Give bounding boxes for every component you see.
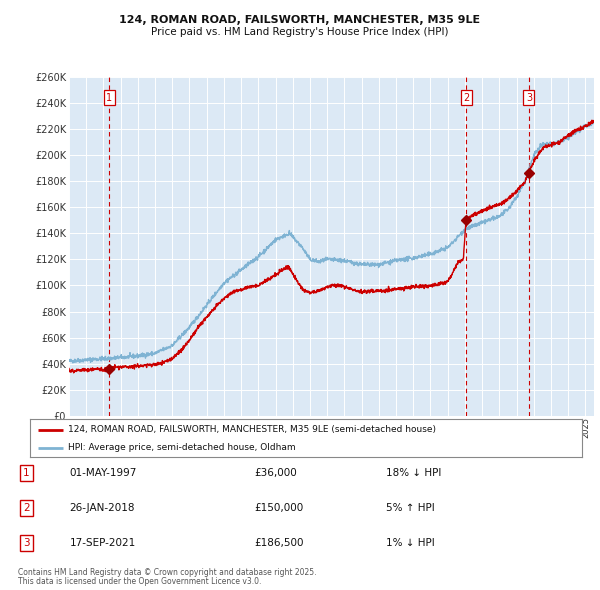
Text: £186,500: £186,500 xyxy=(254,538,304,548)
Text: 1% ↓ HPI: 1% ↓ HPI xyxy=(386,538,435,548)
Text: £36,000: £36,000 xyxy=(254,468,296,477)
Text: 01-MAY-1997: 01-MAY-1997 xyxy=(70,468,137,477)
Text: £150,000: £150,000 xyxy=(254,503,303,513)
Text: 26-JAN-2018: 26-JAN-2018 xyxy=(70,503,135,513)
Text: Price paid vs. HM Land Registry's House Price Index (HPI): Price paid vs. HM Land Registry's House … xyxy=(151,27,449,37)
Text: This data is licensed under the Open Government Licence v3.0.: This data is licensed under the Open Gov… xyxy=(18,577,262,586)
Text: 2: 2 xyxy=(463,93,469,103)
Text: 124, ROMAN ROAD, FAILSWORTH, MANCHESTER, M35 9LE: 124, ROMAN ROAD, FAILSWORTH, MANCHESTER,… xyxy=(119,15,481,25)
Text: 5% ↑ HPI: 5% ↑ HPI xyxy=(386,503,435,513)
Text: 124, ROMAN ROAD, FAILSWORTH, MANCHESTER, M35 9LE (semi-detached house): 124, ROMAN ROAD, FAILSWORTH, MANCHESTER,… xyxy=(68,425,436,434)
Text: 3: 3 xyxy=(23,538,30,548)
Text: 1: 1 xyxy=(23,468,30,477)
Text: 17-SEP-2021: 17-SEP-2021 xyxy=(70,538,136,548)
Text: 3: 3 xyxy=(526,93,532,103)
Text: 18% ↓ HPI: 18% ↓ HPI xyxy=(386,468,442,477)
Text: HPI: Average price, semi-detached house, Oldham: HPI: Average price, semi-detached house,… xyxy=(68,443,295,452)
Text: 2: 2 xyxy=(23,503,30,513)
Text: 1: 1 xyxy=(106,93,112,103)
Text: Contains HM Land Registry data © Crown copyright and database right 2025.: Contains HM Land Registry data © Crown c… xyxy=(18,568,317,576)
